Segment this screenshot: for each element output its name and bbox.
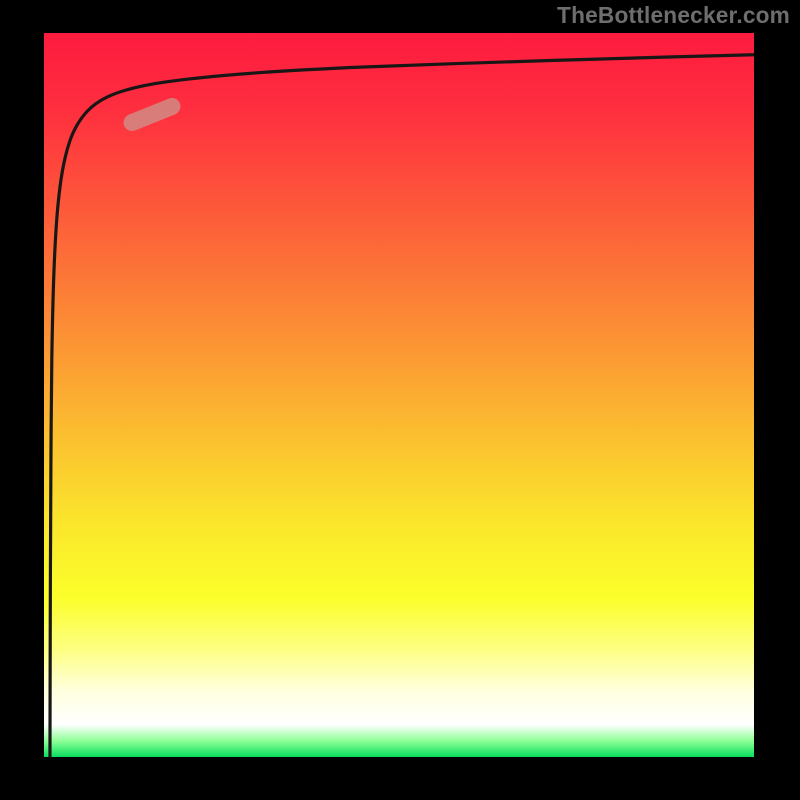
watermark-label: TheBottlenecker.com bbox=[557, 2, 790, 29]
chart-frame: TheBottlenecker.com bbox=[0, 0, 800, 800]
curve-layer bbox=[44, 33, 754, 757]
plot-area bbox=[44, 33, 754, 757]
saturation-curve bbox=[50, 55, 754, 757]
